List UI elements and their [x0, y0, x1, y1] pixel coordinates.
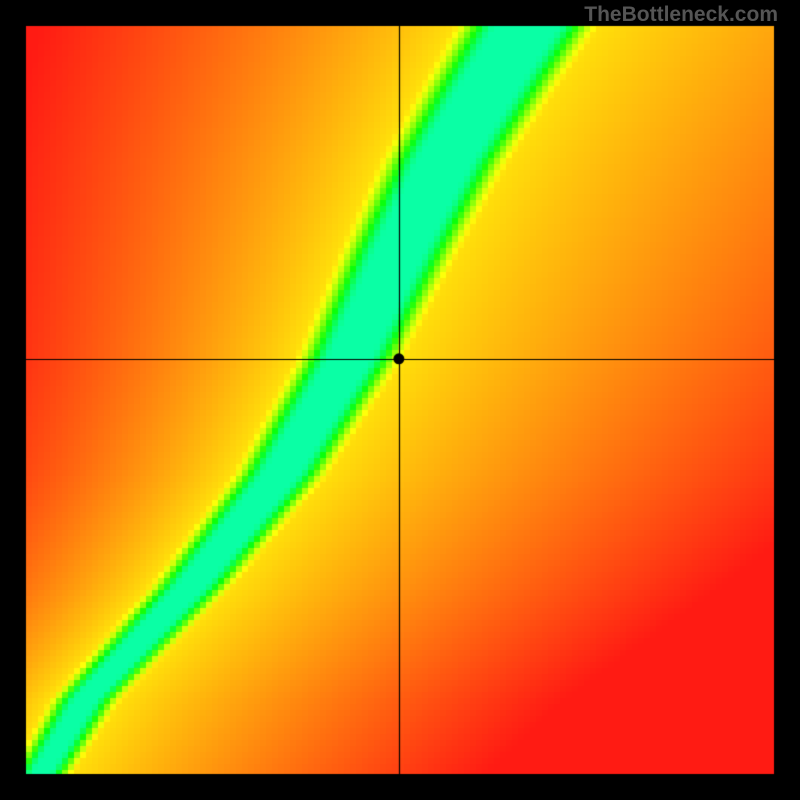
- watermark-label: TheBottleneck.com: [584, 3, 778, 27]
- chart-container: TheBottleneck.com: [0, 0, 800, 800]
- heatmap-canvas: [0, 0, 800, 800]
